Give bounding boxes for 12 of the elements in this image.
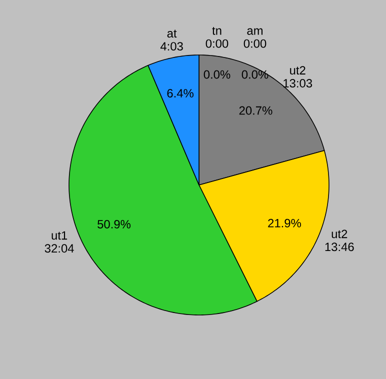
- data-label: 21.9%: [268, 218, 301, 228]
- category-label: tn 0:00: [206, 26, 228, 48]
- data-label: 50.9%: [98, 220, 131, 228]
- text: 0.0%: [204, 70, 230, 79]
- slice-label: ut2 13:03: [284, 66, 312, 88]
- data-label: 6.4%: [167, 89, 194, 98]
- slice-label: ut1 32:04: [44, 231, 74, 253]
- slice-label: at 4:03: [160, 30, 183, 51]
- slice-label: ut2 13:46: [325, 230, 354, 252]
- category-label: am 0:00: [244, 28, 266, 48]
- text: 0.0%: [242, 70, 268, 79]
- data-label: 20.7%: [239, 106, 272, 115]
